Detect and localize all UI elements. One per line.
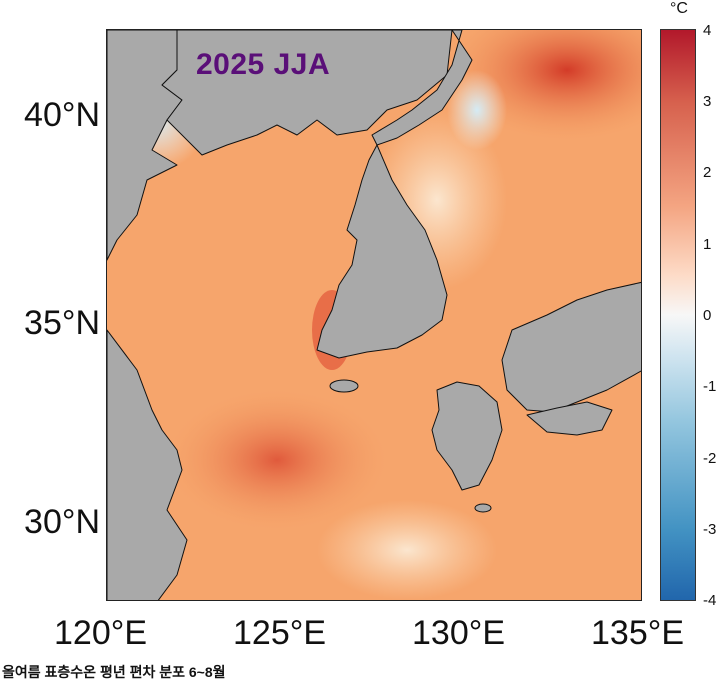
caption: 올여름 표층수온 평년 편차 분포 6~8월 [2, 664, 226, 680]
colorbar-unit: °C [670, 0, 688, 17]
colorbar [660, 29, 696, 601]
anomaly-east-sea-cool [447, 70, 507, 150]
colorbar-tick-1: 1 [703, 236, 712, 253]
sst-anomaly-map [106, 29, 642, 601]
colorbar-tick-neg3: -3 [703, 521, 717, 538]
colorbar-tick-neg1: -1 [703, 378, 717, 395]
lon-label-135e: 135°E [591, 614, 685, 652]
colorbar-tick-4: 4 [703, 22, 712, 39]
lat-label-40n: 40°N [24, 96, 100, 134]
map-canvas [107, 30, 641, 600]
land-korea [316, 30, 473, 359]
lon-label-125e: 125°E [233, 614, 327, 652]
anomaly-south-cool [317, 500, 497, 600]
land-jeju [329, 379, 359, 393]
colorbar-tick-neg2: -2 [703, 450, 717, 467]
land-honshu [501, 281, 641, 413]
land-liaodong [161, 30, 453, 156]
colorbar-tick-0: 0 [703, 307, 712, 324]
colorbar-tick-3: 3 [703, 93, 712, 110]
lat-label-30n: 30°N [24, 503, 100, 541]
lat-label-35n: 35°N [24, 304, 100, 342]
land-kyushu [431, 381, 503, 491]
lon-label-120e: 120°E [54, 614, 148, 652]
anomaly-east-china-sea [167, 390, 387, 530]
land-shikoku [526, 401, 613, 436]
colorbar-tick-neg4: -4 [703, 592, 717, 609]
land-tanegashima [474, 503, 492, 513]
lon-label-130e: 130°E [412, 614, 506, 652]
map-title: 2025 JJA [196, 48, 331, 81]
colorbar-tick-2: 2 [703, 164, 712, 181]
